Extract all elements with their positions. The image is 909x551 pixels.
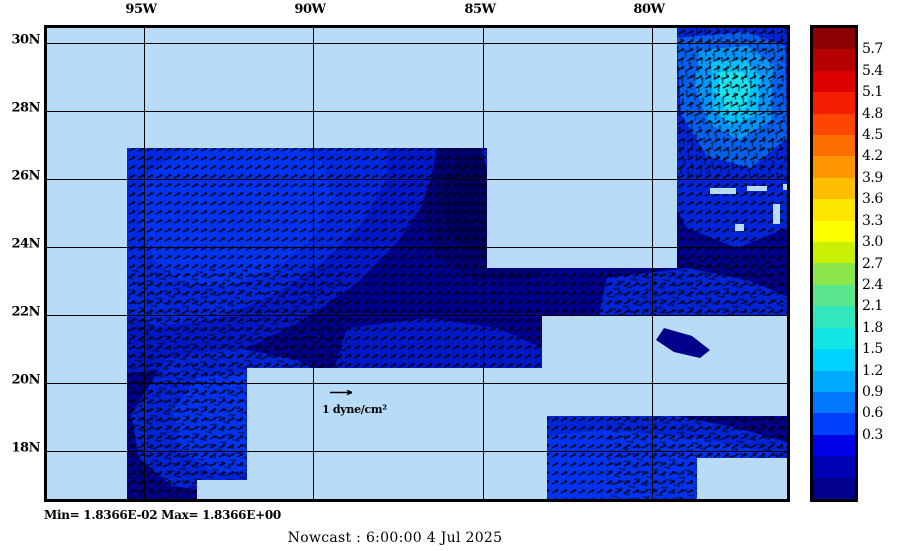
- landmass-yucatan: [247, 368, 547, 499]
- y-tick-24n: 24N: [11, 236, 41, 252]
- colorbar-tick-3-0: 3.0: [862, 234, 883, 251]
- colorbar-band-14: [813, 327, 855, 350]
- y-tick-22n: 22N: [11, 304, 41, 320]
- y-tick-26n: 26N: [11, 168, 41, 184]
- colorbar-band-8: [813, 199, 855, 221]
- colorbar-tick-1-5: 1.5: [862, 341, 883, 358]
- gridline-lon-95w: [144, 28, 145, 499]
- colorbar-band-5: [813, 135, 855, 157]
- x-tick-80w: 80W: [633, 2, 665, 17]
- colorbar-band-13: [813, 306, 855, 328]
- colorbar-tick-2-1: 2.1: [862, 298, 883, 315]
- colorbar-band-2: [813, 70, 855, 93]
- gridline-lon-85w: [483, 28, 484, 499]
- island-bahamas-2: [747, 186, 767, 191]
- island-bahamas-5: [735, 224, 744, 231]
- colorbar-tick-0-9: 0.9: [862, 383, 883, 400]
- colorbar-tick-3-9: 3.9: [862, 169, 883, 186]
- colorbar-band-0: [813, 28, 855, 50]
- colorbar-tick-0-6: 0.6: [862, 405, 883, 422]
- colorbar-band-10: [813, 242, 855, 264]
- colorbar-tick-5-7: 5.7: [862, 41, 883, 58]
- vector-scale-label: 1 dyne/cm²: [322, 403, 387, 416]
- gridline-lat-20n: [47, 383, 787, 384]
- landmass-florida: [487, 28, 677, 268]
- colorbar-band-20: [813, 456, 855, 478]
- landmass-central-america: [197, 480, 377, 499]
- colorbar-band-21: [813, 477, 855, 499]
- map-panel: [44, 25, 790, 502]
- colorbar-band-7: [813, 177, 855, 200]
- colorbar-band-12: [813, 284, 855, 307]
- colorbar-band-9: [813, 220, 855, 243]
- y-tick-30n: 30N: [11, 32, 41, 48]
- colorbar-tick-5-4: 5.4: [862, 62, 883, 79]
- island-bahamas-3: [783, 184, 787, 190]
- chart-caption: Nowcast : 6:00:00 4 Jul 2025: [287, 530, 503, 546]
- colorbar-band-15: [813, 349, 855, 371]
- island-cay-sal: [600, 330, 610, 338]
- gridline-lon-90w: [313, 28, 314, 499]
- x-tick-95w: 95W: [125, 2, 157, 17]
- y-tick-18n: 18N: [11, 440, 41, 456]
- x-tick-90w: 90W: [294, 2, 326, 17]
- min-max-annotation: Min= 1.8366E-02 Max= 1.8366E+00: [44, 508, 281, 522]
- island-dry-tortugas: [517, 236, 529, 243]
- colorbar-tick-4-8: 4.8: [862, 105, 883, 122]
- gridline-lat-28n: [47, 111, 787, 112]
- colorbar-tick-2-4: 2.4: [862, 276, 883, 293]
- island-andros: [647, 178, 663, 187]
- gridline-lat-26n: [47, 179, 787, 180]
- landmass-hispaniola: [747, 344, 787, 384]
- x-tick-85w: 85W: [464, 2, 496, 17]
- gridline-lat-22n: [47, 315, 787, 316]
- colorbar-band-6: [813, 156, 855, 178]
- colorbar-tick-4-5: 4.5: [862, 127, 883, 144]
- gridline-lat-30n: [47, 43, 787, 44]
- colorbar-tick-0-3: 0.3: [862, 426, 883, 443]
- colorbar-tick-4-2: 4.2: [862, 148, 883, 165]
- colorbar-tick-labels: 5.7 5.4 5.1 4.8 4.5 4.2 3.9 3.6 3.3 3.0 2.7 2.4 2.1 1…: [862, 25, 907, 502]
- colorbar-band-16: [813, 370, 855, 392]
- island-bahamas-4: [773, 204, 780, 224]
- colorbar-band-4: [813, 113, 855, 136]
- colorbar-band-3: [813, 92, 855, 114]
- colorbar-band-1: [813, 49, 855, 71]
- landmass-mexico-west: [47, 108, 127, 499]
- colorbar-tick-1-2: 1.2: [862, 362, 883, 379]
- y-tick-20n: 20N: [11, 372, 41, 388]
- island-bahamas-1: [710, 188, 736, 194]
- colorbar-tick-5-1: 5.1: [862, 84, 883, 101]
- colorbar: [810, 25, 858, 502]
- colorbar-tick-3-3: 3.3: [862, 212, 883, 229]
- colorbar-tick-1-8: 1.8: [862, 319, 883, 336]
- gridline-lat-18n: [47, 451, 787, 452]
- y-tick-28n: 28N: [11, 100, 41, 116]
- right-arrow-icon: [330, 389, 353, 396]
- colorbar-band-11: [813, 263, 855, 285]
- colorbar-band-19: [813, 434, 855, 457]
- colorbar-tick-2-7: 2.7: [862, 255, 883, 272]
- gridline-lon-80w: [652, 28, 653, 499]
- landmass-jamaica: [697, 458, 787, 499]
- colorbar-band-17: [813, 391, 855, 414]
- gridline-lat-24n: [47, 247, 787, 248]
- island-isle-of-youth: [523, 398, 537, 408]
- colorbar-tick-3-6: 3.6: [862, 191, 883, 208]
- colorbar-band-18: [813, 413, 855, 435]
- map-plot-area: [47, 28, 787, 499]
